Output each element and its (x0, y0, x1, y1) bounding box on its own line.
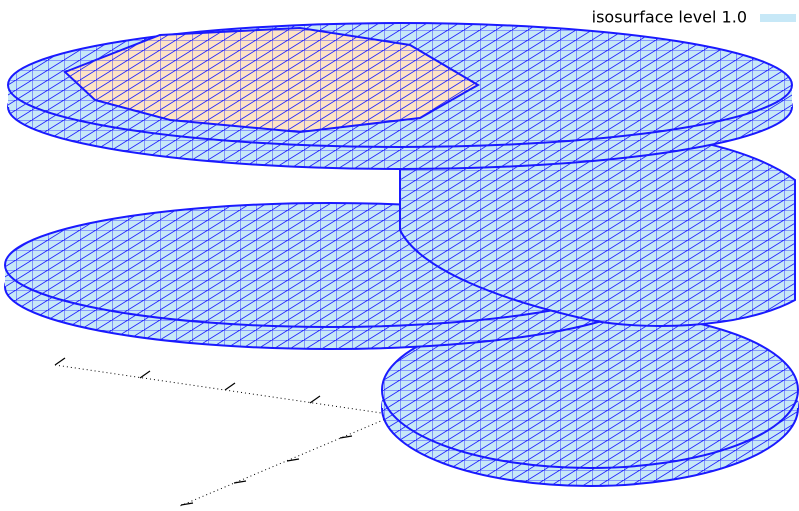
isosurface (4, 22, 799, 487)
cap (63, 26, 480, 134)
axis-tick (224, 382, 236, 391)
axis-tick (54, 357, 66, 366)
axis-tick (339, 435, 353, 439)
axes (54, 357, 396, 507)
axis-tick (286, 458, 300, 462)
legend-label: isosurface level 1.0 (592, 8, 747, 27)
legend: isosurface level 1.0 (592, 8, 796, 27)
axis-tick (180, 502, 194, 506)
axis-tick (309, 395, 321, 404)
legend-swatch (760, 14, 796, 22)
axis-tick (233, 480, 247, 484)
axis-tick (139, 370, 151, 379)
